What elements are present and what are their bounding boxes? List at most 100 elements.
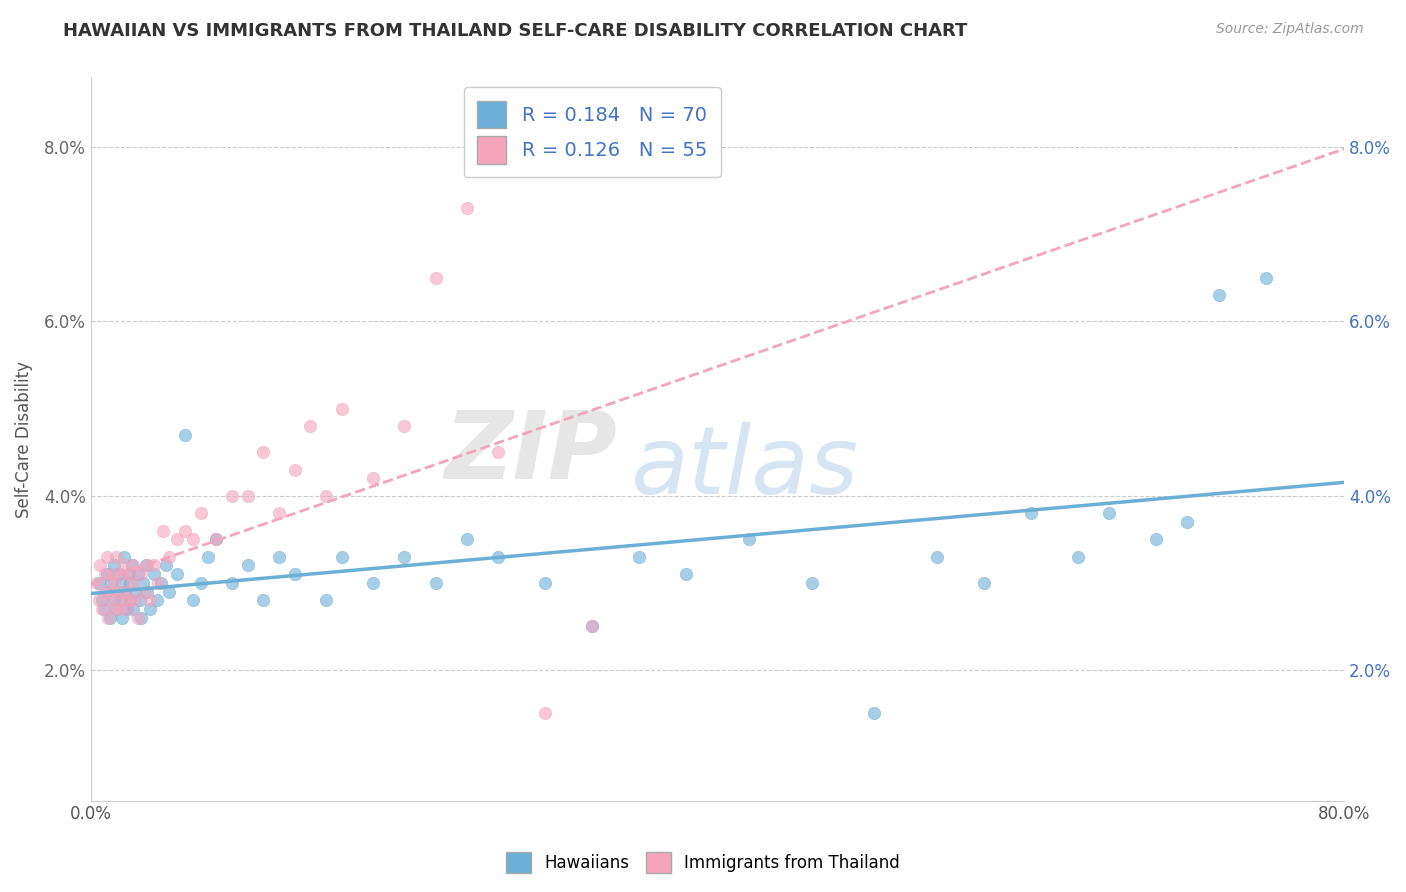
Point bbox=[108, 602, 131, 616]
Point bbox=[103, 602, 125, 616]
Point bbox=[675, 567, 697, 582]
Point bbox=[91, 593, 114, 607]
Point bbox=[111, 575, 134, 590]
Text: Source: ZipAtlas.com: Source: ZipAtlas.com bbox=[1216, 22, 1364, 37]
Point bbox=[252, 445, 274, 459]
Point bbox=[486, 549, 509, 564]
Point bbox=[315, 593, 337, 607]
Point bbox=[129, 567, 152, 582]
Point bbox=[120, 575, 142, 590]
Point bbox=[425, 575, 447, 590]
Point bbox=[122, 602, 145, 616]
Point bbox=[114, 584, 136, 599]
Point bbox=[134, 584, 156, 599]
Point bbox=[973, 575, 995, 590]
Point bbox=[112, 558, 135, 573]
Point bbox=[155, 558, 177, 573]
Point bbox=[136, 584, 159, 599]
Point bbox=[139, 593, 162, 607]
Point bbox=[127, 567, 149, 582]
Point bbox=[110, 567, 132, 582]
Point bbox=[103, 593, 125, 607]
Point bbox=[89, 558, 111, 573]
Point bbox=[96, 584, 118, 599]
Point bbox=[105, 602, 128, 616]
Point bbox=[181, 593, 204, 607]
Point bbox=[120, 593, 142, 607]
Legend: Hawaiians, Immigrants from Thailand: Hawaiians, Immigrants from Thailand bbox=[499, 846, 907, 880]
Point bbox=[284, 462, 307, 476]
Point bbox=[107, 584, 129, 599]
Point bbox=[136, 558, 159, 573]
Point bbox=[1098, 506, 1121, 520]
Point bbox=[93, 602, 115, 616]
Point bbox=[111, 610, 134, 624]
Point bbox=[124, 593, 146, 607]
Point bbox=[127, 610, 149, 624]
Point bbox=[150, 575, 173, 590]
Point bbox=[122, 558, 145, 573]
Text: HAWAIIAN VS IMMIGRANTS FROM THAILAND SELF-CARE DISABILITY CORRELATION CHART: HAWAIIAN VS IMMIGRANTS FROM THAILAND SEL… bbox=[63, 22, 967, 40]
Point bbox=[98, 584, 121, 599]
Point bbox=[1067, 549, 1090, 564]
Point bbox=[131, 575, 153, 590]
Point bbox=[738, 533, 761, 547]
Point bbox=[221, 489, 243, 503]
Point bbox=[315, 489, 337, 503]
Point bbox=[112, 549, 135, 564]
Point bbox=[190, 575, 212, 590]
Point bbox=[190, 506, 212, 520]
Point bbox=[284, 567, 307, 582]
Point bbox=[157, 549, 180, 564]
Point bbox=[330, 401, 353, 416]
Point bbox=[166, 567, 188, 582]
Point bbox=[100, 575, 122, 590]
Point bbox=[174, 427, 197, 442]
Point bbox=[114, 584, 136, 599]
Point bbox=[87, 575, 110, 590]
Point bbox=[174, 524, 197, 538]
Point bbox=[117, 567, 139, 582]
Point bbox=[96, 567, 118, 582]
Point bbox=[197, 549, 219, 564]
Point bbox=[96, 549, 118, 564]
Point bbox=[115, 602, 138, 616]
Point bbox=[139, 602, 162, 616]
Point bbox=[534, 575, 557, 590]
Point bbox=[425, 270, 447, 285]
Point bbox=[456, 201, 478, 215]
Point bbox=[148, 575, 170, 590]
Point bbox=[628, 549, 651, 564]
Point bbox=[103, 575, 125, 590]
Point bbox=[135, 558, 157, 573]
Text: ZIP: ZIP bbox=[444, 408, 617, 500]
Point bbox=[236, 558, 259, 573]
Point bbox=[1019, 506, 1042, 520]
Point bbox=[581, 619, 603, 633]
Point bbox=[124, 584, 146, 599]
Point bbox=[267, 506, 290, 520]
Legend: R = 0.184   N = 70, R = 0.126   N = 55: R = 0.184 N = 70, R = 0.126 N = 55 bbox=[464, 87, 721, 178]
Point bbox=[863, 706, 886, 721]
Point bbox=[87, 593, 110, 607]
Point bbox=[145, 593, 167, 607]
Point bbox=[152, 524, 174, 538]
Point bbox=[103, 558, 125, 573]
Point bbox=[181, 533, 204, 547]
Point bbox=[252, 593, 274, 607]
Point bbox=[236, 489, 259, 503]
Point bbox=[267, 549, 290, 564]
Point bbox=[129, 610, 152, 624]
Point bbox=[1208, 288, 1230, 302]
Point bbox=[93, 584, 115, 599]
Point bbox=[121, 558, 143, 573]
Point bbox=[115, 602, 138, 616]
Point bbox=[91, 602, 114, 616]
Point bbox=[299, 419, 322, 434]
Point bbox=[97, 610, 120, 624]
Point bbox=[94, 567, 117, 582]
Point bbox=[86, 575, 108, 590]
Point bbox=[108, 567, 131, 582]
Point bbox=[117, 567, 139, 582]
Text: atlas: atlas bbox=[630, 423, 858, 514]
